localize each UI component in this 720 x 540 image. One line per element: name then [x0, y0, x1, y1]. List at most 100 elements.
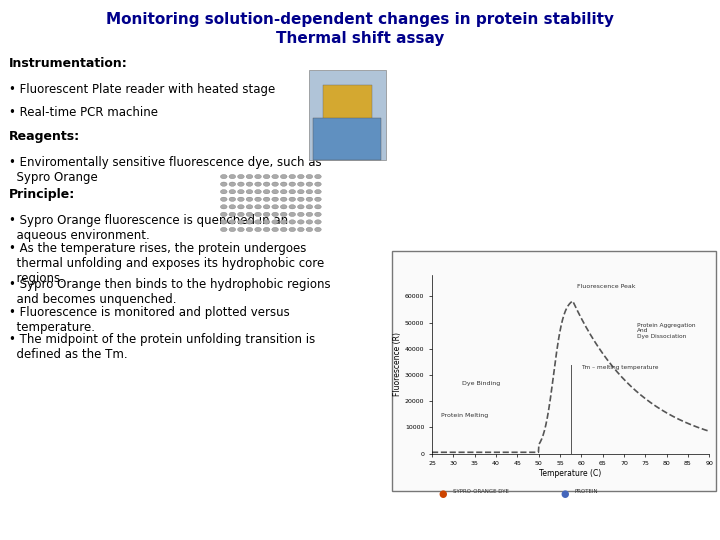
Circle shape	[229, 205, 235, 209]
Text: Dye Binding: Dye Binding	[462, 381, 500, 387]
Text: ●: ●	[560, 489, 568, 499]
Circle shape	[264, 220, 270, 224]
Circle shape	[246, 205, 253, 209]
Text: ●: ●	[438, 489, 447, 499]
Circle shape	[255, 205, 261, 209]
Circle shape	[289, 197, 296, 201]
Circle shape	[306, 220, 312, 224]
Circle shape	[289, 212, 296, 217]
Text: • The midpoint of the protein unfolding transition is
  defined as the Tm.: • The midpoint of the protein unfolding …	[9, 333, 315, 361]
Circle shape	[297, 182, 304, 186]
Text: • Fluorescence is monitored and plotted versus
  temperature.: • Fluorescence is monitored and plotted …	[9, 306, 289, 334]
Circle shape	[220, 212, 227, 217]
Circle shape	[289, 174, 296, 179]
Circle shape	[264, 174, 270, 179]
Circle shape	[297, 197, 304, 201]
Circle shape	[220, 227, 227, 232]
Circle shape	[315, 190, 321, 194]
Circle shape	[220, 197, 227, 201]
Text: SYPRO-ORANGE DYE: SYPRO-ORANGE DYE	[454, 489, 509, 494]
Circle shape	[264, 197, 270, 201]
Text: Instrumentation:: Instrumentation:	[9, 57, 127, 70]
Circle shape	[229, 227, 235, 232]
X-axis label: Temperature (C): Temperature (C)	[539, 469, 602, 478]
Text: Protein Aggregation
And
Dye Dissociation: Protein Aggregation And Dye Dissociation	[636, 322, 696, 339]
FancyBboxPatch shape	[392, 251, 716, 491]
Circle shape	[255, 190, 261, 194]
Circle shape	[229, 174, 235, 179]
Text: Thermal shift assay: Thermal shift assay	[276, 31, 444, 46]
Circle shape	[271, 174, 279, 179]
Y-axis label: Fluorescence (R): Fluorescence (R)	[393, 333, 402, 396]
Circle shape	[280, 174, 287, 179]
Circle shape	[229, 190, 235, 194]
Circle shape	[297, 227, 304, 232]
Circle shape	[315, 174, 321, 179]
Circle shape	[315, 220, 321, 224]
Text: Monitoring solution-dependent changes in protein stability: Monitoring solution-dependent changes in…	[106, 12, 614, 27]
Circle shape	[246, 182, 253, 186]
Circle shape	[220, 174, 227, 179]
Circle shape	[246, 220, 253, 224]
Circle shape	[238, 205, 244, 209]
Bar	[309, 70, 387, 160]
Circle shape	[246, 197, 253, 201]
Text: Reagents:: Reagents:	[9, 130, 80, 143]
Circle shape	[264, 205, 270, 209]
Circle shape	[238, 212, 244, 217]
Circle shape	[229, 182, 235, 186]
Circle shape	[255, 220, 261, 224]
Text: • Sypro Orange then binds to the hydrophobic regions
  and becomes unquenched.: • Sypro Orange then binds to the hydroph…	[9, 278, 330, 306]
Circle shape	[315, 212, 321, 217]
Circle shape	[289, 205, 296, 209]
Circle shape	[238, 197, 244, 201]
Circle shape	[289, 227, 296, 232]
Circle shape	[271, 220, 279, 224]
Circle shape	[289, 182, 296, 186]
Text: Fluorescence Peak: Fluorescence Peak	[577, 284, 636, 288]
Circle shape	[229, 220, 235, 224]
Text: Protein Melting: Protein Melting	[441, 413, 487, 418]
Circle shape	[255, 182, 261, 186]
Circle shape	[255, 174, 261, 179]
Circle shape	[306, 197, 312, 201]
Circle shape	[264, 227, 270, 232]
Bar	[313, 118, 382, 160]
Circle shape	[238, 220, 244, 224]
Circle shape	[315, 205, 321, 209]
Circle shape	[280, 182, 287, 186]
Circle shape	[238, 190, 244, 194]
Circle shape	[289, 220, 296, 224]
Circle shape	[220, 190, 227, 194]
Circle shape	[271, 205, 279, 209]
Circle shape	[271, 197, 279, 201]
Circle shape	[280, 212, 287, 217]
Circle shape	[271, 227, 279, 232]
Circle shape	[280, 220, 287, 224]
Text: • As the temperature rises, the protein undergoes
  thermal unfolding and expose: • As the temperature rises, the protein …	[9, 242, 324, 286]
Circle shape	[255, 212, 261, 217]
Circle shape	[315, 182, 321, 186]
Circle shape	[297, 190, 304, 194]
Circle shape	[229, 197, 235, 201]
Circle shape	[238, 182, 244, 186]
Text: • Sypro Orange fluorescence is quenched in an
  aqueous environment.: • Sypro Orange fluorescence is quenched …	[9, 214, 288, 242]
Circle shape	[280, 197, 287, 201]
Circle shape	[271, 182, 279, 186]
Circle shape	[255, 197, 261, 201]
Circle shape	[306, 190, 312, 194]
Circle shape	[297, 212, 304, 217]
Circle shape	[280, 190, 287, 194]
Text: Principle:: Principle:	[9, 188, 75, 201]
Circle shape	[271, 190, 279, 194]
Circle shape	[280, 227, 287, 232]
Circle shape	[246, 190, 253, 194]
Circle shape	[306, 212, 312, 217]
Circle shape	[246, 212, 253, 217]
Bar	[323, 85, 372, 120]
Circle shape	[220, 182, 227, 186]
Circle shape	[289, 190, 296, 194]
Circle shape	[280, 205, 287, 209]
Circle shape	[246, 174, 253, 179]
Circle shape	[246, 227, 253, 232]
